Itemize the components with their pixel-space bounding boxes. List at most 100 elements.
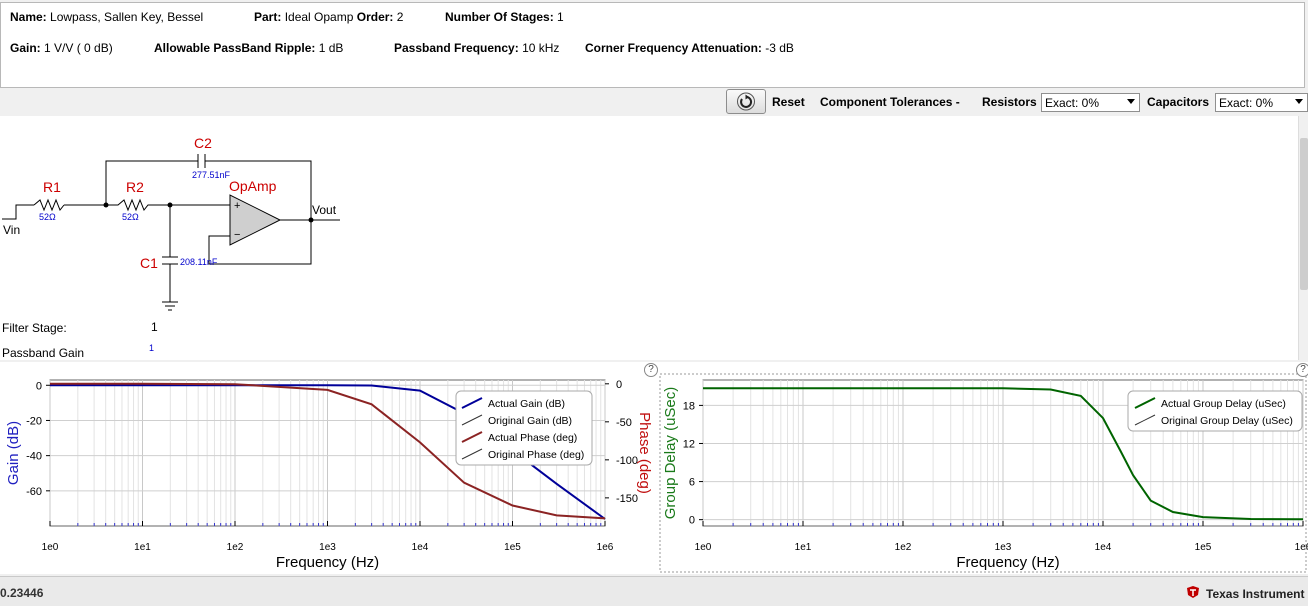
x-tick-label: 1e6 xyxy=(597,542,614,553)
vout-label: Vout xyxy=(312,203,337,217)
r2-value: 52Ω xyxy=(122,212,139,222)
gain-tick-label: -20 xyxy=(26,415,42,427)
x-axis-label: Frequency (Hz) xyxy=(956,554,1059,571)
actual-gain-line xyxy=(50,384,606,520)
ground-symbol xyxy=(162,301,178,311)
x-tick-label: 1e6 xyxy=(1295,542,1308,553)
legend-swatch xyxy=(461,448,483,460)
legend-swatch xyxy=(1134,414,1156,426)
part-field: Part: Ideal Opamp Order: 2 xyxy=(254,10,403,24)
order-label: Order: xyxy=(356,10,394,24)
schematic-panel: + − R1 52Ω R2 52Ω C2 277.51nF OpAmp C1 2… xyxy=(0,116,1298,360)
capacitors-label: Capacitors xyxy=(1147,95,1210,109)
x-tick-label: 1e0 xyxy=(42,542,59,553)
gain-axis-label: Gain (dB) xyxy=(5,421,22,485)
gain-tick-label: -40 xyxy=(26,451,42,463)
capacitors-tolerance-select[interactable]: Exact: 0% xyxy=(1215,93,1308,112)
gain-phase-chart: 0 -20 -40 -60 0 -50 -100 -150 1e0 1e1 1e2 1e3 1e4 1e5… xyxy=(5,379,653,571)
delay-chart-help-icon[interactable]: ? xyxy=(1296,363,1308,377)
delay-legend: Actual Group Delay (uSec) Original Group … xyxy=(1127,390,1303,432)
legend-swatch xyxy=(461,397,483,409)
c1-name: C1 xyxy=(140,255,158,271)
name-value: Lowpass, Sallen Key, Bessel xyxy=(50,10,204,24)
x-tick-label: 1e5 xyxy=(1195,542,1212,553)
delay-chart-frame xyxy=(659,373,1307,573)
delay-tick-label: 0 xyxy=(689,515,695,527)
plots-svg: 0 -20 -40 -60 0 -50 -100 -150 1e0 1e1 1e2 1e3 1e4 1e5… xyxy=(5,373,1308,573)
x-tick-label: 1e1 xyxy=(795,542,812,553)
legend-swatch xyxy=(461,431,483,443)
opamp-plus-sign: + xyxy=(234,200,240,212)
status-bar: 0.23446 Texas Instrument xyxy=(0,576,1308,606)
phase-tick-label: -100 xyxy=(616,455,638,467)
opamp-triangle xyxy=(229,194,282,246)
ti-logo-icon xyxy=(1186,585,1200,599)
c2-right-wire xyxy=(205,160,312,220)
opamp-minus-sign: − xyxy=(234,229,240,241)
c1-value: 208.11nF xyxy=(180,257,218,267)
filter-stage-value: 1 xyxy=(151,320,158,334)
delay-tick-label: 6 xyxy=(689,477,695,489)
plots-panel: 0 -20 -40 -60 0 -50 -100 -150 1e0 1e1 1e2 1e3 1e4 1e5… xyxy=(0,362,1308,574)
x-tick-label: 1e4 xyxy=(1095,542,1112,553)
stages-value: 1 xyxy=(557,10,564,24)
c2-left-wire xyxy=(105,160,198,205)
legend-box xyxy=(1127,390,1303,432)
gain-field: Gain: 1 V/V ( 0 dB) xyxy=(10,41,113,55)
gain-value: 1 V/V ( 0 dB) xyxy=(44,41,113,55)
x-tick-label: 1e4 xyxy=(412,542,429,553)
capacitors-tolerance-value: Exact: 0% xyxy=(1219,96,1274,110)
ripple-value: 1 dB xyxy=(318,41,344,55)
resistors-tolerance-value: Exact: 0% xyxy=(1045,96,1100,110)
name-label: Name: xyxy=(10,10,47,24)
schematic-scrollbar[interactable] xyxy=(1298,116,1308,360)
corner-attenuation-label: Corner Frequency Attenuation: xyxy=(585,41,762,55)
reset-button[interactable]: Reset xyxy=(772,95,805,109)
phase-tick-label: 0 xyxy=(616,379,622,391)
reset-icon-button[interactable] xyxy=(726,89,766,114)
part-label: Part: xyxy=(254,10,282,24)
gain-label: Gain: xyxy=(10,41,41,55)
r1-value: 52Ω xyxy=(39,212,56,222)
gain-chart-help-icon[interactable]: ? xyxy=(644,363,658,377)
vendor-name: Texas Instrument xyxy=(1206,587,1305,601)
x-tick-label: 1e0 xyxy=(695,542,712,553)
legend-entry: Original Group Delay (uSec) xyxy=(1161,415,1293,427)
schematic-diagram: + − R1 52Ω R2 52Ω C2 277.51nF OpAmp C1 2… xyxy=(2,135,340,311)
gain-tick-label: -60 xyxy=(26,486,42,498)
legend-swatch xyxy=(1134,397,1156,409)
c1-capacitor xyxy=(162,256,178,265)
gain-tick-label: 0 xyxy=(36,380,42,392)
actual-phase-line xyxy=(50,382,606,520)
phase-axis-label: Phase (deg) xyxy=(636,412,653,494)
phase-tick-label: -150 xyxy=(616,493,638,505)
stages-field: Number Of Stages: 1 xyxy=(445,10,564,24)
passband-frequency-field: Passband Frequency: 10 kHz xyxy=(394,41,559,55)
scrollbar-thumb[interactable] xyxy=(1300,138,1308,290)
passband-frequency-value: 10 kHz xyxy=(522,41,560,55)
legend-swatch xyxy=(461,414,483,426)
resistors-tolerance-select[interactable]: Exact: 0% xyxy=(1041,93,1140,112)
actual-delay-line xyxy=(703,387,1304,521)
vin-wire xyxy=(2,204,34,220)
junction-dot xyxy=(103,202,109,208)
legend-entry: Actual Group Delay (uSec) xyxy=(1161,398,1286,410)
passband-frequency-label: Passband Frequency: xyxy=(394,41,519,55)
resistors-label: Resistors xyxy=(982,95,1037,109)
name-field: Name: Lowpass, Sallen Key, Bessel xyxy=(10,10,203,24)
legend-entry: Actual Gain (dB) xyxy=(488,398,565,410)
corner-attenuation-value: -3 dB xyxy=(765,41,794,55)
r2-name: R2 xyxy=(126,179,144,195)
passband-gain-value: 1 xyxy=(149,343,155,353)
x-tick-label: 1e3 xyxy=(319,542,336,553)
x-tick-label: 1e2 xyxy=(227,542,244,553)
r1-name: R1 xyxy=(43,179,61,195)
ripple-field: Allowable PassBand Ripple: 1 dB xyxy=(154,41,343,55)
stages-label: Number Of Stages: xyxy=(445,10,554,24)
order-value: 2 xyxy=(396,10,404,24)
x-tick-label: 1e1 xyxy=(134,542,151,553)
junction-dot xyxy=(167,202,173,208)
r1-resistor xyxy=(33,198,65,212)
delay-tick-label: 12 xyxy=(683,438,695,450)
group-delay-chart: 0 6 12 18 1e0 1e1 1e2 1e3 1e4 1e5 1e6 Group Delay (… xyxy=(662,379,1308,571)
